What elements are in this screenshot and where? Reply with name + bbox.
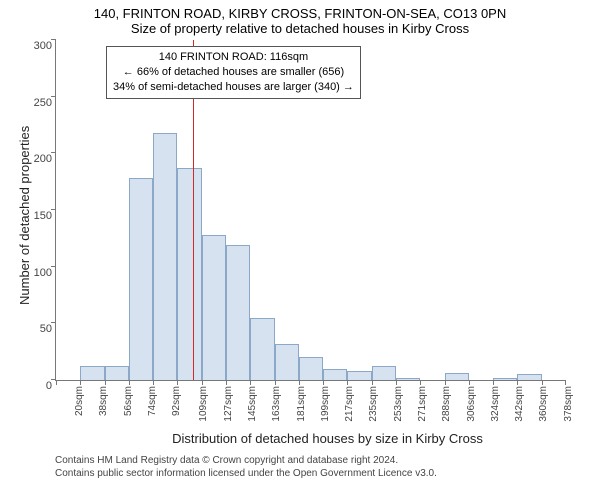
x-tick-mark [372, 380, 373, 385]
bar [299, 357, 323, 380]
x-tick-mark [396, 380, 397, 385]
x-tick-mark [469, 380, 470, 385]
footer-credits: Contains HM Land Registry data © Crown c… [55, 454, 600, 480]
x-tick-label: 235sqm [368, 386, 379, 422]
x-tick-mark [105, 380, 106, 385]
bar [323, 369, 347, 380]
annotation-line1: 140 FRINTON ROAD: 116sqm [113, 50, 354, 65]
chart-area: Number of detached properties 0501001502… [55, 40, 600, 381]
x-tick-mark [420, 380, 421, 385]
title-line1: 140, FRINTON ROAD, KIRBY CROSS, FRINTON-… [0, 0, 600, 21]
bar [226, 245, 250, 380]
x-tick-label: 56sqm [123, 386, 134, 416]
x-tick-label: 109sqm [198, 386, 209, 422]
bar [493, 378, 517, 380]
title-line2: Size of property relative to detached ho… [0, 21, 600, 36]
bar [347, 371, 371, 380]
x-tick-mark [250, 380, 251, 385]
x-tick-mark [517, 380, 518, 385]
x-axis-label: Distribution of detached houses by size … [55, 431, 600, 446]
bar [250, 318, 274, 380]
footer-line1: Contains HM Land Registry data © Crown c… [55, 454, 600, 467]
chart-titles: 140, FRINTON ROAD, KIRBY CROSS, FRINTON-… [0, 0, 600, 36]
annotation-line3: 34% of semi-detached houses are larger (… [113, 80, 354, 95]
bar [80, 366, 104, 380]
bar [396, 378, 420, 380]
bar [517, 374, 541, 380]
x-tick-label: 288sqm [441, 386, 452, 422]
x-tick-label: 342sqm [514, 386, 525, 422]
bar [177, 168, 201, 380]
bar [372, 366, 396, 380]
x-tick-label: 38sqm [98, 386, 109, 416]
x-tick-mark [542, 380, 543, 385]
x-tick-mark [129, 380, 130, 385]
y-tick-label: 150 [34, 210, 56, 222]
bar [105, 366, 129, 380]
x-tick-label: 271sqm [417, 386, 428, 422]
x-tick-label: 199sqm [320, 386, 331, 422]
x-tick-label: 74sqm [147, 386, 158, 416]
plot-region: 050100150200250300 140 FRINTON ROAD: 116… [55, 40, 566, 381]
x-tick-mark [80, 380, 81, 385]
x-tick-label: 181sqm [295, 386, 306, 422]
x-tick-mark [56, 380, 57, 385]
x-tick-mark [226, 380, 227, 385]
x-tick-mark [299, 380, 300, 385]
bar [445, 373, 469, 380]
bar [129, 178, 153, 380]
x-tick-mark [275, 380, 276, 385]
annotation-box: 140 FRINTON ROAD: 116sqm ← 66% of detach… [106, 46, 361, 99]
x-tick-mark [177, 380, 178, 385]
y-tick-label: 250 [34, 97, 56, 109]
y-tick-label: 100 [34, 267, 56, 279]
x-tick-label: 92sqm [171, 386, 182, 416]
y-tick-label: 50 [40, 323, 56, 335]
x-tick-mark [445, 380, 446, 385]
bar [153, 133, 177, 380]
x-tick-label: 306sqm [465, 386, 476, 422]
x-tick-label: 217sqm [344, 386, 355, 422]
x-tick-mark [323, 380, 324, 385]
footer-line2: Contains public sector information licen… [55, 467, 600, 480]
y-axis-label: Number of detached properties [17, 126, 32, 305]
y-tick-label: 0 [46, 380, 56, 392]
y-tick-label: 300 [34, 40, 56, 52]
x-tick-mark [565, 380, 566, 385]
bar [202, 235, 226, 380]
x-tick-mark [153, 380, 154, 385]
x-tick-label: 324sqm [490, 386, 501, 422]
x-tick-label: 253sqm [392, 386, 403, 422]
x-tick-label: 145sqm [247, 386, 258, 422]
bar [275, 344, 299, 380]
annotation-line2: ← 66% of detached houses are smaller (65… [113, 65, 354, 80]
x-tick-label: 20sqm [74, 386, 85, 416]
x-tick-label: 378sqm [562, 386, 573, 422]
x-tick-mark [347, 380, 348, 385]
y-tick-label: 200 [34, 153, 56, 165]
x-tick-label: 127sqm [222, 386, 233, 422]
x-tick-mark [202, 380, 203, 385]
x-tick-mark [493, 380, 494, 385]
x-tick-label: 163sqm [271, 386, 282, 422]
x-tick-label: 360sqm [538, 386, 549, 422]
